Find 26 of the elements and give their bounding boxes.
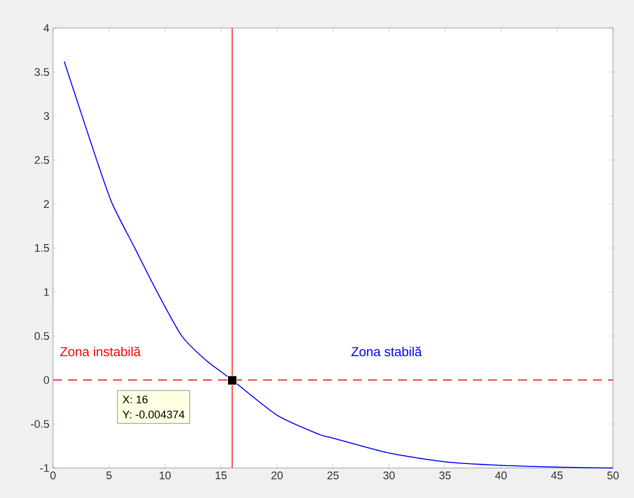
y-tick-label: 1.5	[35, 244, 49, 252]
x-tick-label: 25	[327, 472, 339, 480]
y-tick-label: -1	[40, 464, 49, 472]
y-tick-label: 0.5	[34, 332, 49, 340]
x-tick-label: 20	[271, 472, 283, 480]
y-tick-label: 2.5	[34, 156, 49, 164]
y-tick-label: 4	[44, 24, 50, 32]
y-tick-label: 2	[44, 200, 49, 208]
annotation: X: 16	[122, 396, 148, 404]
x-tick-label: 50	[607, 472, 619, 480]
annotation: Y: -0.004374	[122, 410, 184, 418]
x-tick-label: 0	[50, 472, 56, 480]
annotation: Zona instabilă	[60, 346, 141, 356]
x-tick-label: 10	[160, 472, 171, 480]
y-tick-label: 0	[44, 376, 50, 384]
x-tick-label: 15	[216, 472, 227, 480]
x-tick-label: 45	[551, 472, 563, 480]
x-tick-label: 35	[439, 472, 451, 480]
y-tick-label: 3.5	[34, 68, 49, 76]
annotation: Zona stabilă	[351, 346, 422, 356]
x-tick-label: 30	[383, 472, 395, 480]
x-tick-label: 5	[106, 472, 112, 480]
y-tick-label: -0.5	[31, 420, 49, 428]
y-tick-label: 1	[44, 288, 49, 296]
x-tick-label: 40	[495, 472, 507, 480]
y-tick-label: 3	[44, 112, 49, 120]
